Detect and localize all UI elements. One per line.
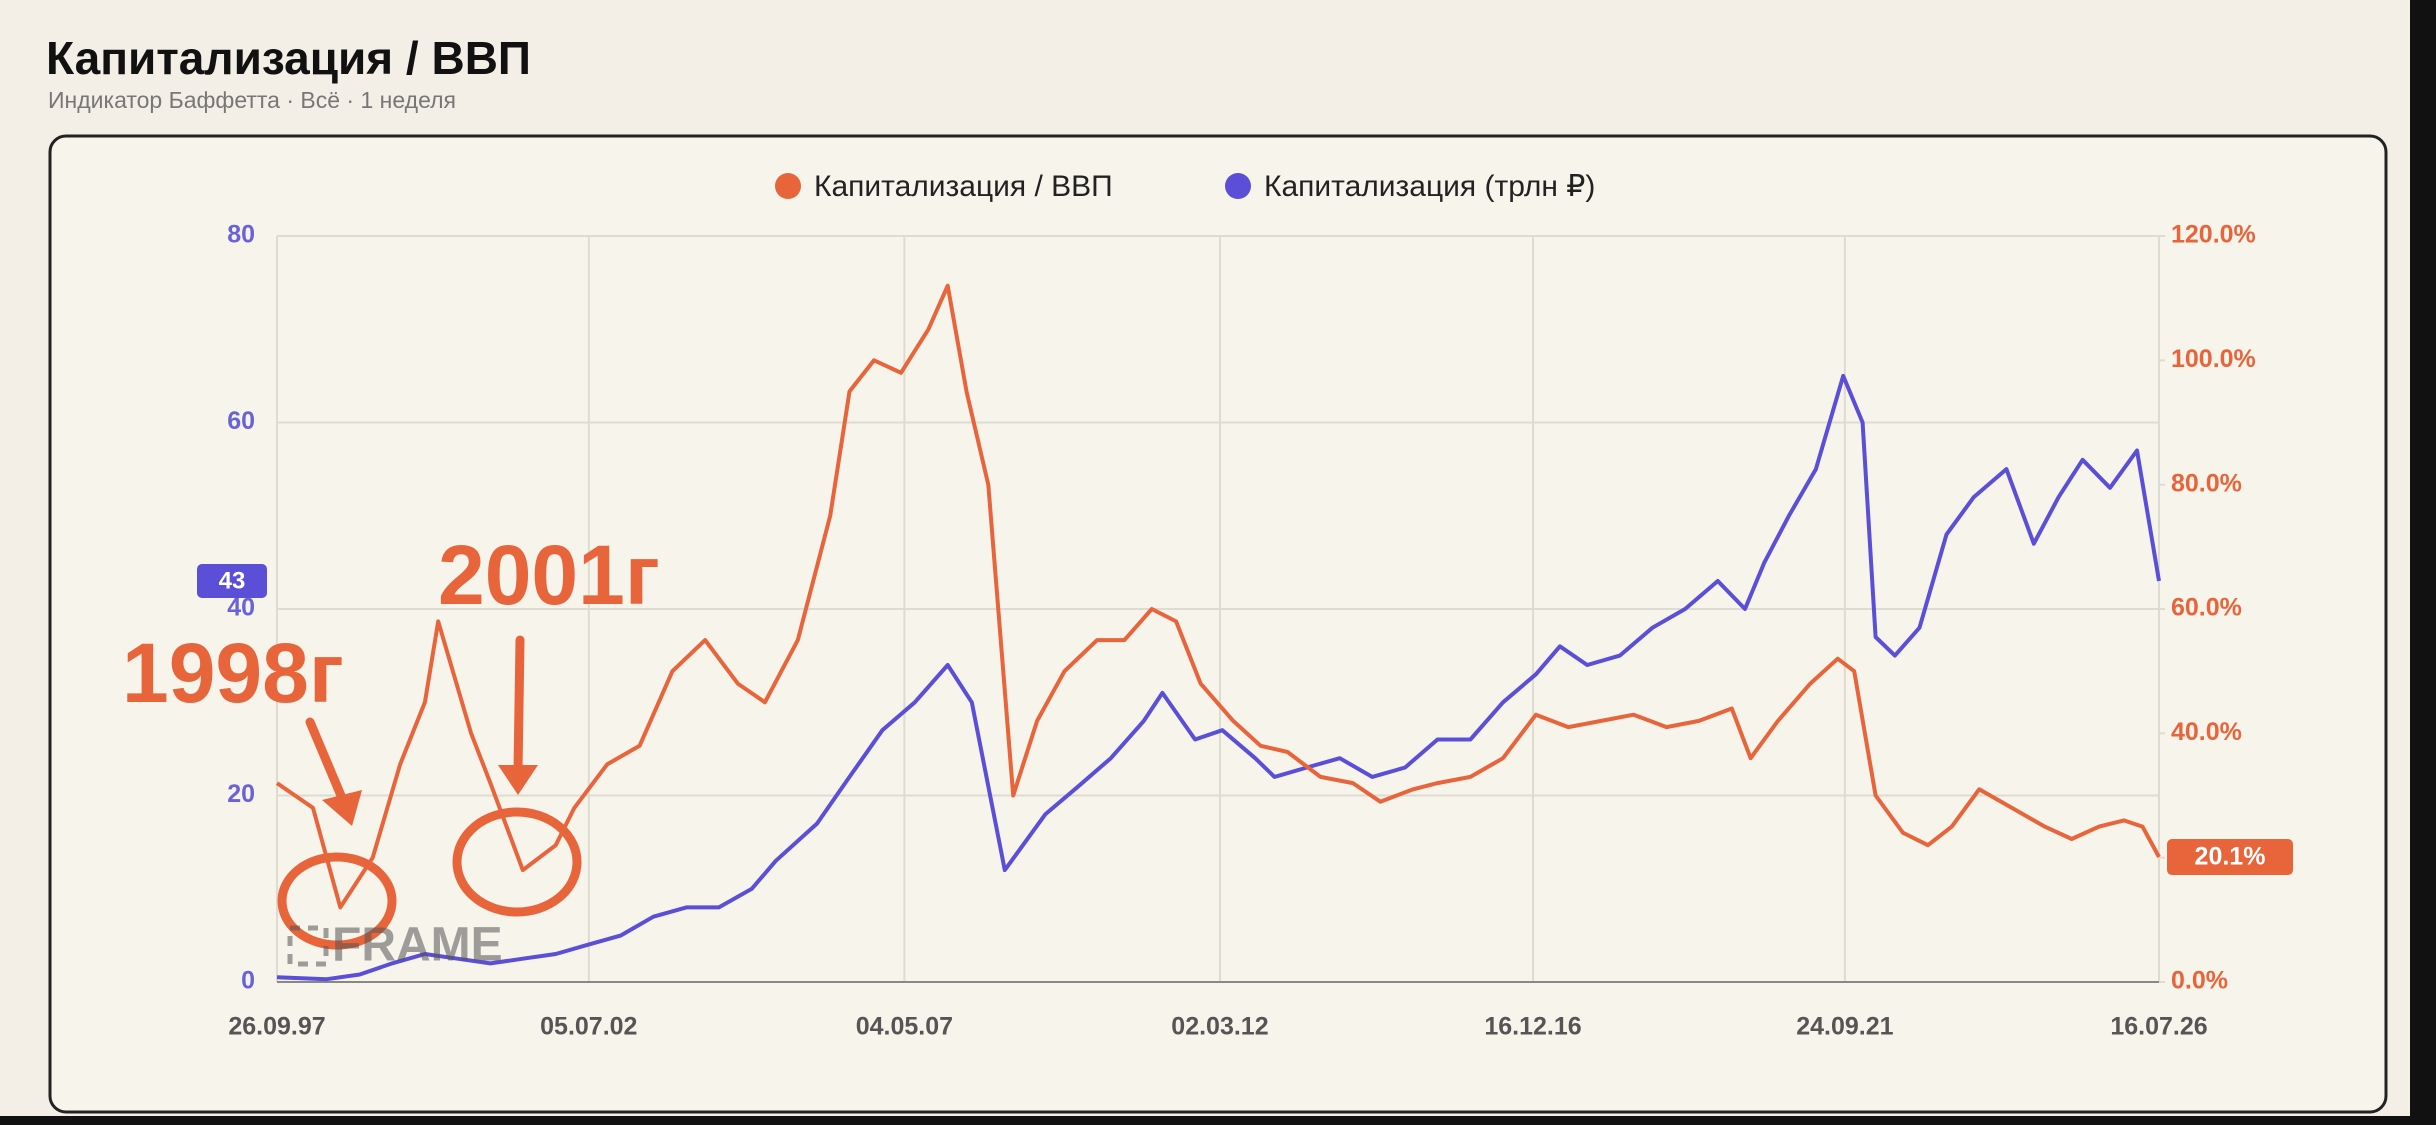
- labels: 26.09.97 05.07.02 04.05.07 02.03.12 16.12.16…: [197, 170, 2293, 1041]
- y-tick-label: 80: [227, 221, 255, 249]
- lines: [275, 283, 2161, 982]
- y-tick-label: 20: [227, 780, 255, 808]
- y-tick-label: 0: [241, 967, 255, 995]
- x-tick-label: 24.09.21: [1796, 1013, 1893, 1041]
- x-tick-label: 05.07.02: [540, 1013, 637, 1041]
- chart-subtitle: Индикатор Баффетта · Всё · 1 неделя: [48, 87, 456, 113]
- series-line: [275, 283, 2161, 910]
- y-tick-label: 60: [227, 407, 255, 435]
- x-tick-label: 16.12.16: [1484, 1013, 1581, 1041]
- annotation: 2001г: [438, 528, 660, 622]
- y-tick-label: 40: [227, 594, 255, 622]
- legend-label: Капитализация (трлн ₽): [1264, 170, 1595, 203]
- arrowhead: [498, 765, 538, 795]
- arrowhead: [322, 790, 362, 826]
- y2-tick-label: 40.0%: [2171, 718, 2242, 746]
- x-tick-label: 02.03.12: [1171, 1013, 1268, 1041]
- watermark: FRAME: [287, 919, 503, 972]
- watermark-icon: [287, 925, 329, 967]
- grid: [276, 235, 2165, 983]
- y-marker-label: 43: [219, 567, 246, 594]
- y2-marker-badge: [2167, 839, 2293, 876]
- x-tick-label: 26.09.97: [228, 1013, 325, 1041]
- y-marker-badge: [197, 564, 267, 599]
- x-tick-label: 04.05.07: [856, 1013, 953, 1041]
- watermark-text: FRAME: [332, 919, 503, 972]
- y2-tick-label: 100.0%: [2171, 345, 2256, 373]
- legend-marker: [1225, 173, 1251, 199]
- series-line: [276, 373, 2161, 982]
- screen-edge: [2410, 0, 2436, 1125]
- annotation: 1998г: [122, 626, 344, 720]
- legend-label: Капитализация / ВВП: [814, 170, 1113, 203]
- arrow: [513, 635, 525, 775]
- x-tick-label: 16.07.26: [2110, 1013, 2207, 1041]
- circle: [452, 807, 582, 917]
- legend-marker: [775, 173, 801, 199]
- screen-edge: [0, 1116, 2436, 1125]
- arrow: [305, 717, 347, 803]
- annotation-marks: [277, 635, 582, 950]
- y2-tick-label: 120.0%: [2171, 221, 2256, 249]
- circle: [277, 852, 397, 950]
- y2-tick-label: 60.0%: [2171, 594, 2242, 622]
- y2-tick-label: 80.0%: [2171, 469, 2242, 497]
- chart-card: [48, 134, 2388, 1114]
- y2-marker-label: 20.1%: [2195, 843, 2266, 871]
- y2-tick-label: 0.0%: [2171, 967, 2228, 995]
- chart-title: Капитализация / ВВП: [46, 32, 531, 84]
